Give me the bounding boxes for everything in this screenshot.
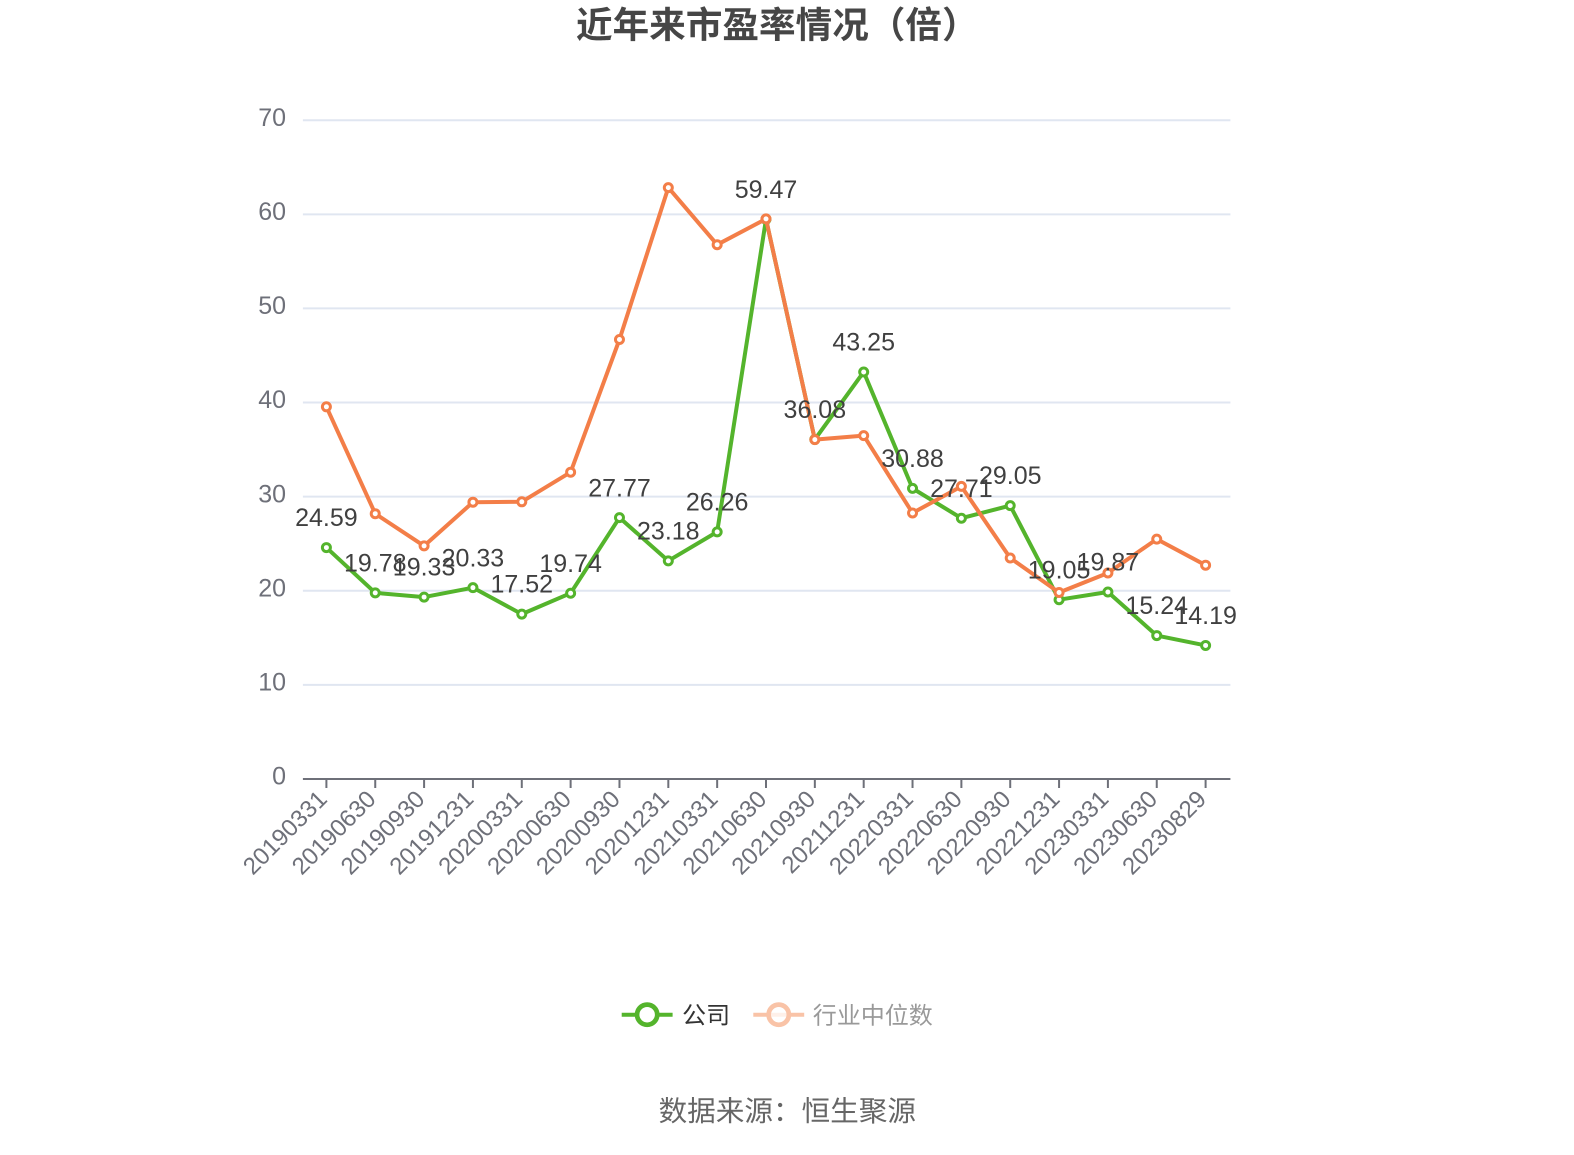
svg-text:59.47: 59.47: [735, 176, 798, 204]
svg-text:40: 40: [258, 386, 286, 414]
svg-text:10: 10: [258, 669, 286, 697]
svg-text:43.25: 43.25: [832, 329, 895, 357]
svg-text:24.59: 24.59: [295, 504, 358, 532]
svg-text:36.08: 36.08: [784, 396, 847, 424]
svg-text:17.52: 17.52: [490, 571, 553, 599]
svg-text:19.33: 19.33: [393, 554, 456, 582]
svg-text:23.18: 23.18: [637, 517, 700, 545]
svg-text:15.24: 15.24: [1125, 592, 1188, 620]
svg-text:50: 50: [258, 292, 286, 320]
svg-text:27.71: 27.71: [930, 475, 993, 503]
svg-text:19.78: 19.78: [344, 549, 407, 577]
svg-text:19.87: 19.87: [1077, 549, 1140, 577]
svg-text:70: 70: [258, 104, 286, 132]
svg-text:19.05: 19.05: [1028, 556, 1091, 584]
svg-text:19.74: 19.74: [539, 550, 602, 578]
svg-text:20: 20: [258, 575, 286, 603]
svg-text:60: 60: [258, 198, 286, 226]
svg-text:29.05: 29.05: [979, 462, 1042, 490]
svg-text:26.26: 26.26: [686, 488, 749, 516]
svg-text:0: 0: [272, 763, 286, 791]
svg-text:27.77: 27.77: [588, 474, 651, 502]
svg-text:14.19: 14.19: [1174, 602, 1237, 630]
svg-text:30.88: 30.88: [881, 445, 944, 473]
svg-text:30: 30: [258, 480, 286, 508]
svg-text:20.33: 20.33: [442, 544, 505, 572]
